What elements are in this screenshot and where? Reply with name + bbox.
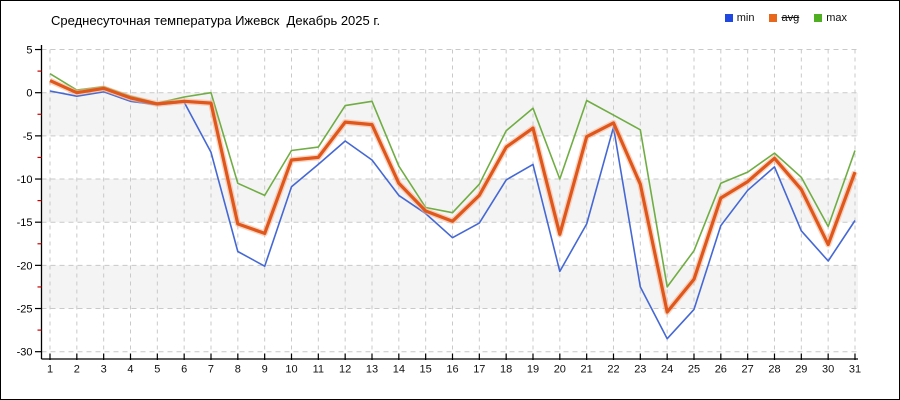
y-tick-label: -20 <box>17 260 33 272</box>
x-tick-label: 24 <box>661 364 673 376</box>
y-tick-label: -10 <box>17 174 33 186</box>
x-tick-label: 27 <box>742 364 754 376</box>
x-tick-label: 29 <box>795 364 807 376</box>
legend-item-min[interactable]: min <box>724 12 755 24</box>
x-tick-label: 2 <box>74 364 80 376</box>
x-tick-label: 31 <box>849 364 861 376</box>
x-tick-label: 23 <box>634 364 646 376</box>
x-tick-label: 12 <box>339 364 351 376</box>
chart-title: Среднесуточная температура Ижевск Декабр… <box>51 13 381 28</box>
avg-series-line <box>49 79 857 314</box>
y-tick-label: -25 <box>17 304 33 316</box>
max-series-line <box>49 73 856 288</box>
x-tick-label: 30 <box>822 364 834 376</box>
x-tick-label: 18 <box>500 364 512 376</box>
avg-swatch-icon <box>769 14 778 22</box>
x-tick-label: 26 <box>715 364 727 376</box>
x-tick-label: 7 <box>208 364 214 376</box>
y-tick-label: 0 <box>26 88 32 100</box>
x-tick-label: 8 <box>235 364 241 376</box>
max-swatch-icon <box>814 14 823 22</box>
x-tick-label: 19 <box>527 364 539 376</box>
x-tick-label: 22 <box>607 364 619 376</box>
x-tick-label: 11 <box>313 364 324 376</box>
x-tick-label: 3 <box>101 364 107 376</box>
x-tick-label: 10 <box>285 364 297 376</box>
y-tick-label: -30 <box>17 347 33 359</box>
plot-band <box>41 265 858 309</box>
legend-label-min: min <box>736 12 755 24</box>
legend-label-avg: avg <box>781 12 800 24</box>
plot-band <box>41 92 858 136</box>
legend-item-avg[interactable]: avg <box>769 12 799 24</box>
x-tick-label: 17 <box>473 364 485 376</box>
x-tick-label: 20 <box>554 364 566 376</box>
legend-item-max[interactable]: max <box>814 12 847 24</box>
y-tick-label: -5 <box>23 131 33 143</box>
x-tick-label: 1 <box>47 364 53 376</box>
x-tick-label: 16 <box>446 364 458 376</box>
y-tick-label: -15 <box>17 217 33 229</box>
x-tick-label: 15 <box>420 364 432 376</box>
plot-band <box>41 179 858 223</box>
legend-label-max: max <box>826 12 847 24</box>
legend: min avg max <box>724 12 847 24</box>
x-tick-label: 5 <box>154 364 160 376</box>
x-tick-label: 9 <box>262 364 268 376</box>
x-tick-label: 6 <box>181 364 187 376</box>
x-tick-label: 14 <box>393 364 405 376</box>
x-tick-label: 25 <box>688 364 700 376</box>
x-tick-label: 21 <box>581 364 593 376</box>
y-tick-label: 5 <box>26 45 32 57</box>
x-tick-label: 13 <box>366 364 378 376</box>
x-tick-label: 4 <box>127 364 133 376</box>
x-tick-label: 28 <box>768 364 780 376</box>
min-swatch-icon <box>724 14 733 22</box>
